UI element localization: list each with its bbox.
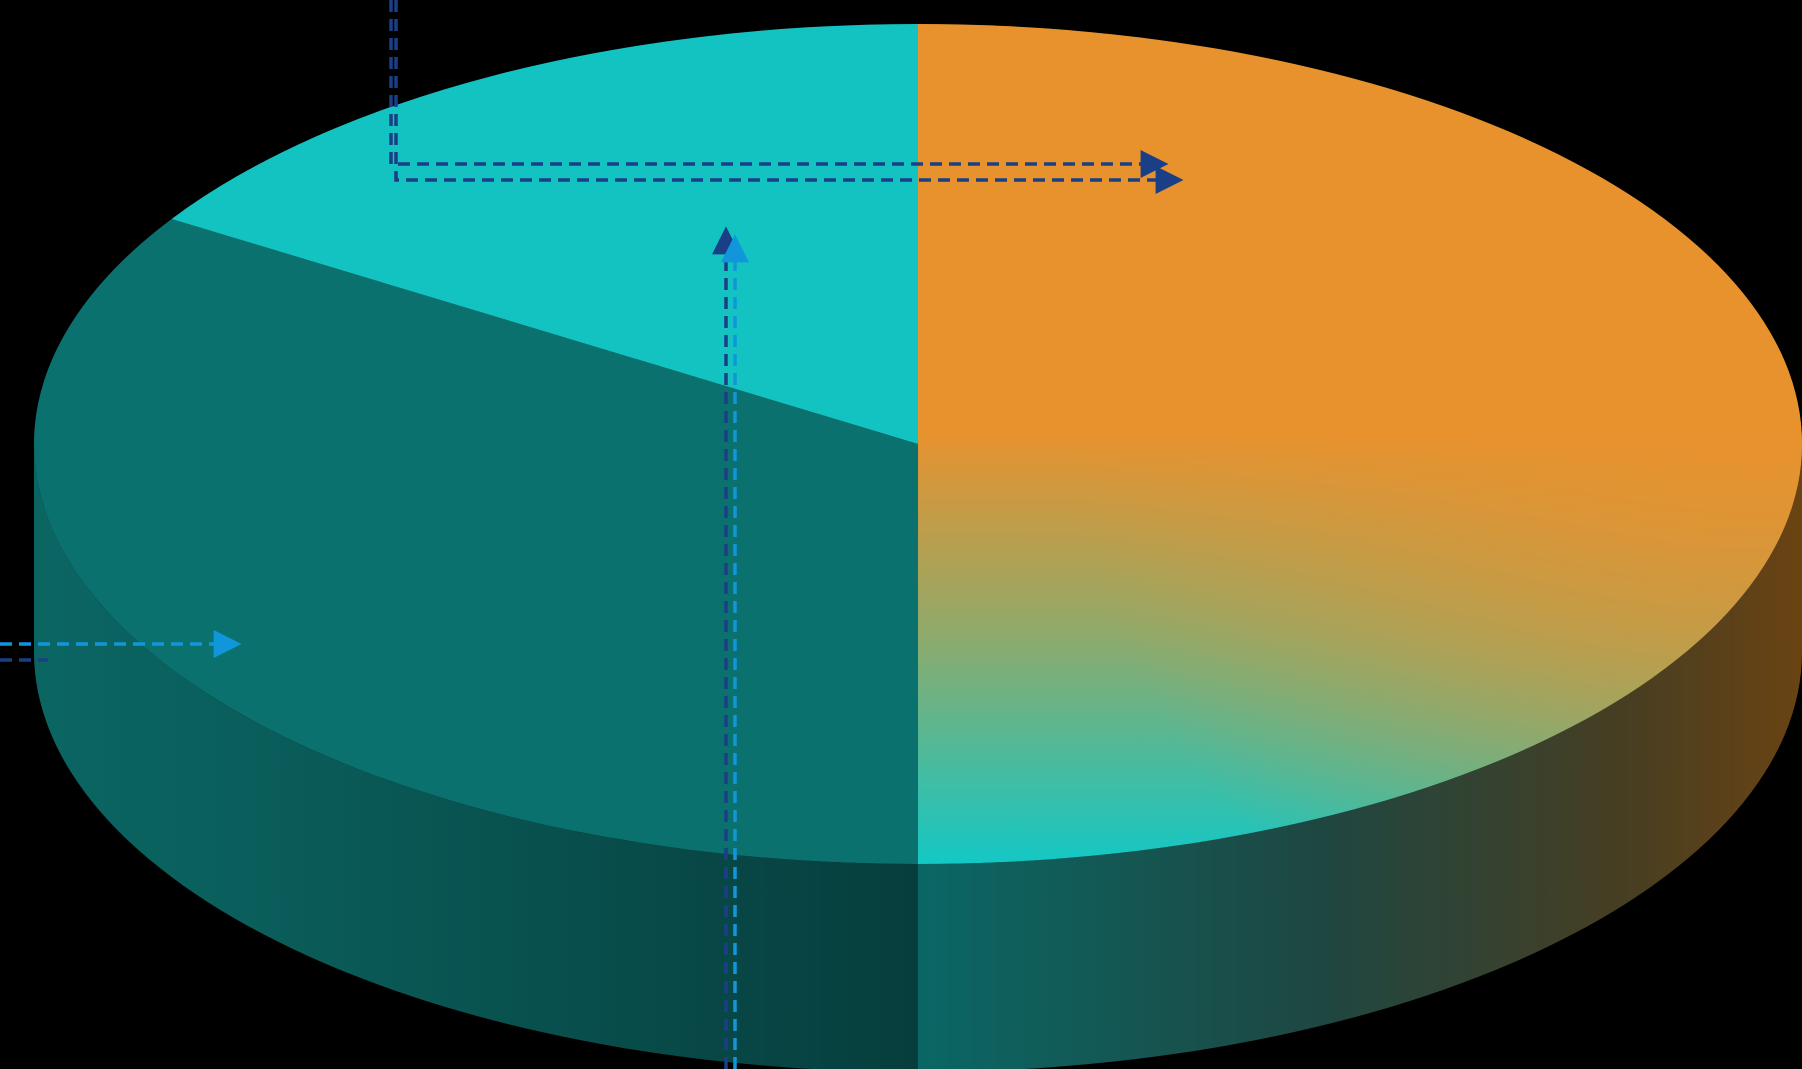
- leader-lines: [0, 0, 1184, 1069]
- leader-line-top-1: [389, 0, 1169, 178]
- pie-side-walls: [34, 444, 1802, 1069]
- pie-slice-1: [33, 218, 918, 864]
- pie-slice-0-highlight: [918, 24, 1802, 864]
- pie-top-faces: [33, 24, 1802, 864]
- pie-side-slice-0: [918, 444, 1802, 1069]
- leader-line-top-2: [394, 0, 1184, 194]
- pie-side-slice-1: [34, 444, 918, 1069]
- pie-slice-2: [171, 24, 918, 444]
